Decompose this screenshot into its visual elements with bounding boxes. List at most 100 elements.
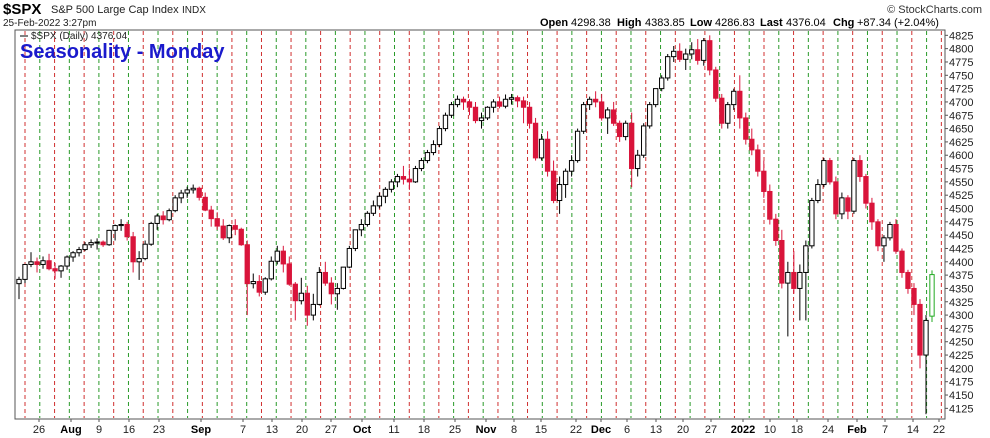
- candle-up: [334, 287, 341, 295]
- y-tick-label: 4325: [949, 297, 973, 309]
- candle-down: [208, 209, 214, 220]
- candle-down: [544, 138, 551, 172]
- candle-up: [797, 271, 803, 289]
- candle-up: [142, 243, 148, 260]
- candle-up: [268, 260, 274, 280]
- candle-down: [743, 117, 749, 140]
- low-value: 4286.83: [715, 17, 755, 29]
- candle-up: [22, 263, 28, 280]
- candle-up: [16, 278, 22, 285]
- candle-up: [88, 242, 94, 246]
- candle-up: [310, 303, 316, 316]
- candle-up: [190, 187, 196, 191]
- x-tick-label: 27: [705, 424, 717, 436]
- candle-down: [280, 250, 286, 265]
- candle-up: [358, 224, 365, 231]
- candle-up: [364, 212, 371, 225]
- y-tick-label: 4425: [949, 243, 973, 255]
- candle-down: [773, 218, 779, 241]
- candle-down: [52, 268, 58, 272]
- x-tick-label: 14: [907, 424, 919, 436]
- candle-down: [857, 160, 863, 178]
- candle-up: [586, 98, 593, 106]
- y-tick-label: 4250: [949, 337, 973, 349]
- x-tick-label: 7: [882, 424, 888, 436]
- candle-down: [863, 176, 869, 204]
- candle-up: [574, 130, 581, 162]
- seasonality-lines: [24, 31, 942, 418]
- candle-up: [148, 222, 154, 245]
- candle-down: [130, 236, 136, 263]
- candle-up: [250, 281, 256, 285]
- candle-up: [725, 104, 731, 124]
- legend-label: $SPX (Daily) 4376.04: [31, 31, 128, 42]
- candle-up: [136, 258, 142, 263]
- x-tick-label: 2022: [731, 424, 755, 436]
- x-tick-label: 13: [266, 424, 278, 436]
- y-tick-label: 4775: [949, 57, 973, 69]
- candle-down: [100, 241, 106, 246]
- x-tick-label: 15: [535, 424, 547, 436]
- candle-down: [695, 49, 701, 61]
- candle-down: [749, 138, 755, 151]
- candle-down: [160, 215, 166, 221]
- candle-down: [202, 196, 208, 211]
- candle-down: [244, 244, 250, 285]
- candle-up: [653, 88, 659, 106]
- y-tick-label: 4125: [949, 403, 973, 415]
- candle-down: [466, 101, 473, 108]
- candle-up: [340, 266, 347, 289]
- candle-down: [328, 282, 335, 295]
- candle-up: [298, 292, 304, 302]
- candle-up: [508, 97, 515, 100]
- candle-up: [442, 114, 449, 130]
- y-tick-label: 4650: [949, 124, 973, 136]
- candle-up: [929, 274, 935, 317]
- candle-up: [839, 197, 845, 215]
- candle-down: [292, 283, 298, 302]
- stockcharts-watermark: © StockCharts.com: [887, 4, 982, 16]
- y-tick-label: 4500: [949, 204, 973, 216]
- y-tick-label: 4300: [949, 310, 973, 322]
- candle-up: [683, 53, 689, 60]
- y-tick-label: 4350: [949, 283, 973, 295]
- x-tick-label: 8: [511, 424, 517, 436]
- candle-up: [178, 192, 184, 199]
- candle-down: [472, 106, 479, 122]
- x-tick-label: 16: [123, 424, 135, 436]
- candle-down: [514, 97, 521, 102]
- y-tick-label: 4550: [949, 177, 973, 189]
- candle-down: [286, 263, 292, 285]
- high-label: High: [617, 17, 642, 29]
- x-tick-label: Nov: [476, 424, 498, 436]
- candle-up: [659, 77, 665, 90]
- y-tick-label: 4225: [949, 350, 973, 362]
- candle-up: [346, 247, 353, 268]
- candle-up: [923, 319, 929, 356]
- x-tick-label: 18: [791, 424, 803, 436]
- chg-value: +87.34 (+2.04%): [857, 17, 939, 29]
- candle-up: [881, 237, 887, 247]
- candle-up: [484, 106, 491, 119]
- y-tick-label: 4750: [949, 70, 973, 82]
- x-tick-label: 11: [388, 424, 399, 436]
- x-tick-label: 9: [96, 424, 102, 436]
- y-tick-label: 4675: [949, 110, 973, 122]
- y-tick-label: 4175: [949, 377, 973, 389]
- low-label: Low: [690, 17, 712, 29]
- candle-up: [112, 225, 118, 231]
- y-tick-label: 4200: [949, 363, 973, 375]
- candle-up: [785, 271, 791, 284]
- candle-down: [845, 197, 851, 212]
- x-tick-label: 25: [449, 424, 461, 436]
- candle-up: [76, 249, 82, 254]
- legend: $SPX (Daily) 4376.04: [20, 31, 128, 42]
- candle-up: [887, 224, 893, 239]
- candle-down: [719, 97, 725, 124]
- x-tick-label: 26: [33, 424, 45, 436]
- candle-up: [689, 49, 695, 55]
- x-tick-label: 22: [570, 424, 582, 436]
- candle-up: [671, 50, 677, 58]
- y-tick-label: 4375: [949, 270, 973, 282]
- candle-down: [713, 69, 719, 99]
